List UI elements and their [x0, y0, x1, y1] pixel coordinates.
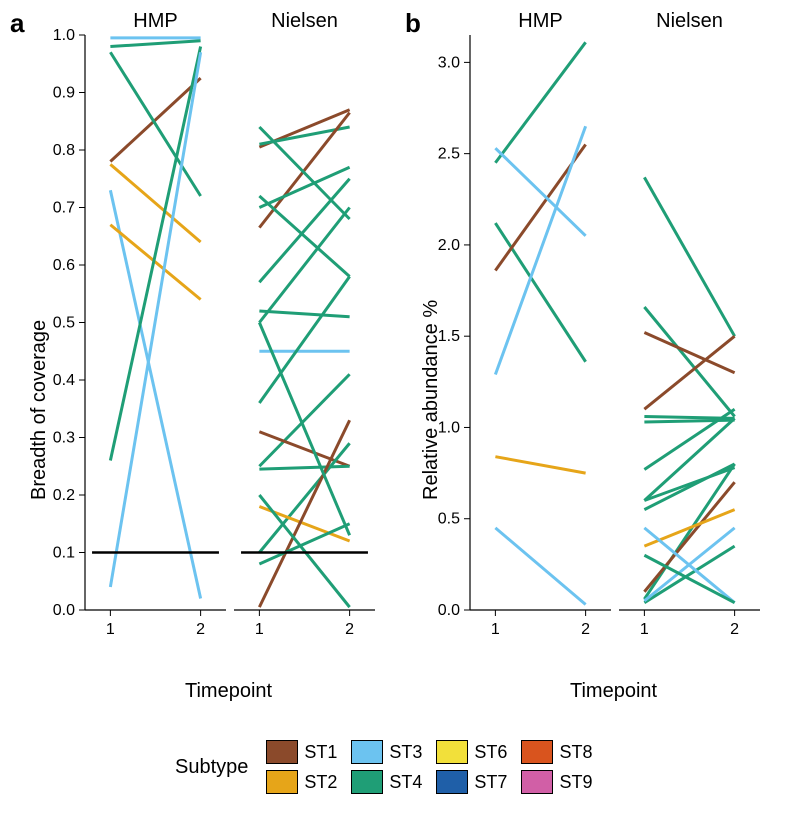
svg-text:1: 1 [106, 621, 115, 638]
series-segment [644, 333, 734, 373]
legend-item-st1: ST1 [266, 740, 337, 764]
svg-text:2: 2 [730, 621, 739, 638]
legend-title: Subtype [175, 756, 248, 779]
svg-text:0.1: 0.1 [53, 545, 75, 562]
svg-text:2: 2 [581, 621, 590, 638]
legend-grid: ST1 ST2 ST3 ST4 ST6 ST7 ST8 ST9 [266, 740, 592, 794]
legend-label: ST2 [304, 772, 337, 793]
svg-text:0.6: 0.6 [53, 257, 75, 274]
legend-swatch [436, 740, 468, 764]
series-segment [110, 41, 200, 47]
legend-item-st3: ST3 [351, 740, 422, 764]
series-segment [259, 524, 349, 564]
legend-item-st4: ST4 [351, 770, 422, 794]
legend-swatch [351, 740, 383, 764]
svg-text:2.0: 2.0 [438, 237, 460, 254]
legend-swatch [521, 770, 553, 794]
svg-text:HMP: HMP [518, 10, 562, 32]
svg-text:2.5: 2.5 [438, 146, 460, 163]
svg-text:HMP: HMP [133, 10, 177, 32]
panel-a-svg: 0.0 0.1 0.2 0.3 0.4 0.5 0.6 0.7 0.8 0.9 1.0 HMP 1 2 Ni… [30, 5, 380, 665]
series-segment [110, 52, 200, 587]
svg-text:1.0: 1.0 [53, 27, 75, 44]
legend-swatch [266, 740, 298, 764]
svg-text:3.0: 3.0 [438, 54, 460, 71]
legend-swatch [436, 770, 468, 794]
svg-text:0.9: 0.9 [53, 85, 75, 102]
svg-text:2: 2 [345, 621, 354, 638]
legend-label: ST9 [559, 772, 592, 793]
legend-item-st6: ST6 [436, 740, 507, 764]
axis-title-b-x: Timepoint [570, 680, 657, 703]
series-segment [495, 457, 585, 473]
svg-text:1: 1 [255, 621, 264, 638]
svg-text:1.0: 1.0 [438, 419, 460, 436]
panel-b-svg: 0.0 0.5 1.0 1.5 2.0 2.5 3.0 HMP 1 2 Nielsen 1 2 [415, 5, 765, 665]
svg-text:0.0: 0.0 [53, 602, 75, 619]
series-segment [644, 177, 734, 336]
series-segment [259, 311, 349, 317]
svg-text:0.0: 0.0 [438, 602, 460, 619]
series-segment [644, 420, 734, 422]
legend-item-st9: ST9 [521, 770, 592, 794]
svg-text:1: 1 [640, 621, 649, 638]
svg-text:0.3: 0.3 [53, 430, 75, 447]
legend-swatch [266, 770, 298, 794]
series-segment [259, 466, 349, 469]
axis-title-a-x: Timepoint [185, 680, 272, 703]
panel-tag-a: a [10, 8, 24, 39]
svg-text:0.5: 0.5 [438, 511, 460, 528]
legend-item-st8: ST8 [521, 740, 592, 764]
series-segment [259, 323, 349, 536]
legend-item-st7: ST7 [436, 770, 507, 794]
svg-text:2: 2 [196, 621, 205, 638]
svg-text:0.2: 0.2 [53, 487, 75, 504]
svg-text:0.7: 0.7 [53, 200, 75, 217]
legend-label: ST7 [474, 772, 507, 793]
svg-text:1: 1 [491, 621, 500, 638]
series-segment [110, 78, 200, 161]
svg-text:0.4: 0.4 [53, 372, 75, 389]
legend-label: ST8 [559, 742, 592, 763]
legend-item-st2: ST2 [266, 770, 337, 794]
figure-root: a b Breadth of coverage Relative abundan… [0, 0, 785, 825]
legend-swatch [351, 770, 383, 794]
series-segment [259, 374, 349, 466]
svg-text:0.8: 0.8 [53, 142, 75, 159]
legend-label: ST1 [304, 742, 337, 763]
legend-label: ST4 [389, 772, 422, 793]
svg-text:Nielsen: Nielsen [656, 10, 723, 32]
svg-text:0.5: 0.5 [53, 315, 75, 332]
series-segment [495, 42, 585, 162]
legend-label: ST6 [474, 742, 507, 763]
series-segment [110, 225, 200, 300]
series-segment [259, 277, 349, 404]
legend-swatch [521, 740, 553, 764]
svg-text:1.5: 1.5 [438, 328, 460, 345]
svg-text:Nielsen: Nielsen [271, 10, 338, 32]
series-segment [495, 528, 585, 605]
legend: Subtype ST1 ST2 ST3 ST4 ST6 ST7 ST8 ST9 [175, 740, 592, 794]
legend-label: ST3 [389, 742, 422, 763]
